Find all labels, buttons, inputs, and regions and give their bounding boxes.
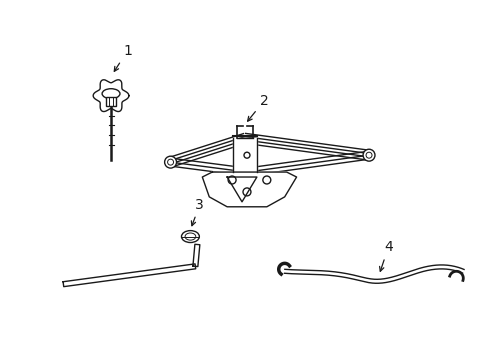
Polygon shape bbox=[93, 80, 129, 112]
Polygon shape bbox=[284, 265, 463, 283]
Polygon shape bbox=[170, 158, 247, 176]
Text: 4: 4 bbox=[379, 240, 392, 271]
Circle shape bbox=[244, 152, 249, 158]
Polygon shape bbox=[233, 138, 256, 172]
Polygon shape bbox=[246, 151, 369, 176]
Polygon shape bbox=[63, 264, 195, 287]
Polygon shape bbox=[193, 244, 200, 266]
Circle shape bbox=[362, 149, 374, 161]
Polygon shape bbox=[169, 134, 246, 167]
Text: 2: 2 bbox=[247, 94, 268, 121]
Ellipse shape bbox=[184, 233, 195, 240]
Text: 3: 3 bbox=[191, 198, 203, 226]
Text: 1: 1 bbox=[114, 44, 132, 71]
Bar bbox=[106, 96, 116, 105]
Ellipse shape bbox=[181, 231, 199, 243]
Circle shape bbox=[263, 176, 270, 184]
Circle shape bbox=[164, 156, 176, 168]
Circle shape bbox=[167, 159, 173, 165]
Ellipse shape bbox=[102, 89, 120, 99]
Circle shape bbox=[243, 188, 250, 196]
Polygon shape bbox=[226, 177, 256, 202]
Circle shape bbox=[228, 176, 236, 184]
Circle shape bbox=[366, 152, 371, 158]
Polygon shape bbox=[244, 134, 369, 160]
Polygon shape bbox=[202, 172, 296, 207]
